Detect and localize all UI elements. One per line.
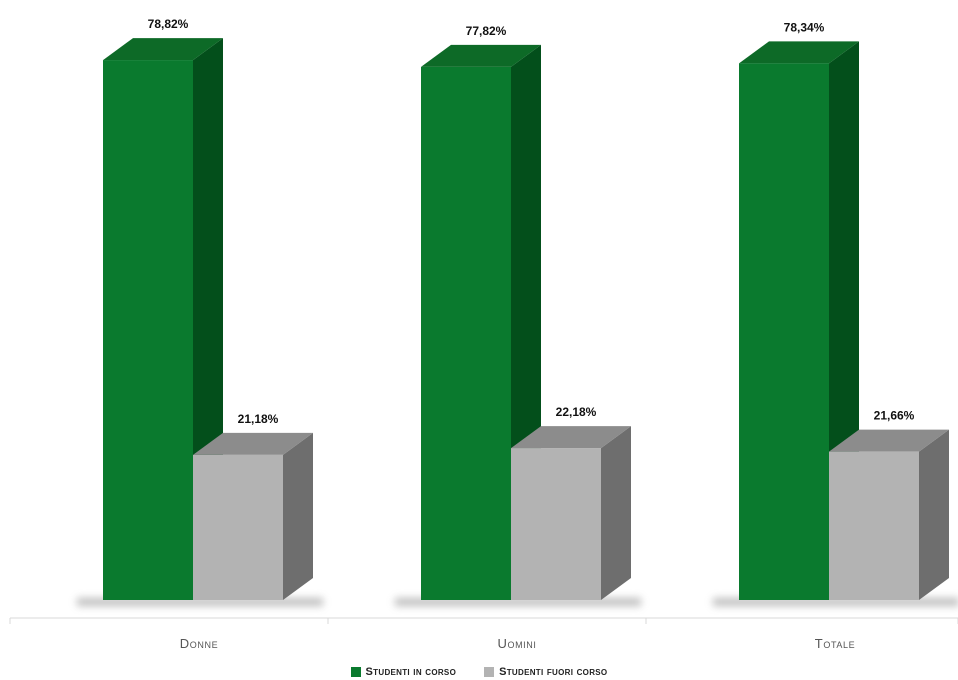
bar-studenti-fuori-corso-donne: [193, 432, 313, 600]
bar-top-studenti-in-corso-totale: [739, 41, 859, 64]
legend-swatch-fuori-corso: [484, 667, 495, 677]
bar-studenti-fuori-corso-totale: [829, 429, 949, 600]
shadow-uomini: [395, 598, 641, 606]
shadow-donne: [77, 598, 323, 606]
bar-shadows: [77, 598, 958, 606]
bar-front-studenti-in-corso-totale: [739, 63, 829, 601]
bar-chart: Donne Uomini Totale 78,82% 21,18% 77,82% 22,1…: [9, 17, 958, 651]
data-labels: 78,82% 21,18% 77,82% 22,18% 78,34% 21,66%: [148, 17, 915, 426]
data-label-studenti-in-corso-totale: 78,34%: [784, 20, 825, 34]
data-label-studenti-fuori-corso-donne: 21,18%: [238, 412, 279, 426]
legend-item-in-corso: Studenti in corso: [350, 666, 457, 678]
legend-item-fuori-corso: Studenti fuori corso: [484, 666, 607, 678]
legend-label-fuori-corso: Studenti fuori corso: [499, 666, 608, 678]
bars: [103, 38, 949, 601]
bar-front-studenti-in-corso-donne: [103, 60, 193, 600]
bar-top-studenti-fuori-corso-totale: [829, 429, 949, 452]
shadow-totale: [713, 598, 958, 606]
data-label-studenti-in-corso-donne: 78,82%: [148, 17, 189, 31]
category-label-uomini: Uomini: [498, 636, 537, 651]
bar-top-studenti-in-corso-donne: [103, 38, 223, 61]
legend: Studenti in corso Studenti fuori corso: [0, 664, 958, 680]
data-label-studenti-fuori-corso-uomini: 22,18%: [556, 405, 597, 419]
category-axis: Donne Uomini Totale: [9, 617, 958, 651]
data-label-studenti-fuori-corso-totale: 21,66%: [874, 409, 915, 423]
legend-swatch-in-corso: [350, 667, 361, 677]
bar-front-studenti-fuori-corso-donne: [193, 454, 283, 600]
bar-side-studenti-fuori-corso-uomini: [601, 426, 631, 600]
bar-studenti-fuori-corso-uomini: [511, 426, 631, 600]
legend-label-in-corso: Studenti in corso: [365, 666, 457, 678]
category-label-donne: Donne: [180, 636, 218, 651]
bar-front-studenti-in-corso-uomini: [421, 66, 511, 601]
bar-top-studenti-fuori-corso-donne: [193, 432, 313, 455]
bar-top-studenti-fuori-corso-uomini: [511, 426, 631, 449]
bar-side-studenti-fuori-corso-donne: [283, 432, 313, 600]
category-label-totale: Totale: [815, 636, 855, 651]
data-label-studenti-in-corso-uomini: 77,82%: [466, 24, 507, 38]
bar-front-studenti-fuori-corso-totale: [829, 451, 919, 600]
bar-top-studenti-in-corso-uomini: [421, 44, 541, 67]
bar-front-studenti-fuori-corso-uomini: [511, 448, 601, 600]
bar-side-studenti-fuori-corso-totale: [919, 429, 949, 600]
